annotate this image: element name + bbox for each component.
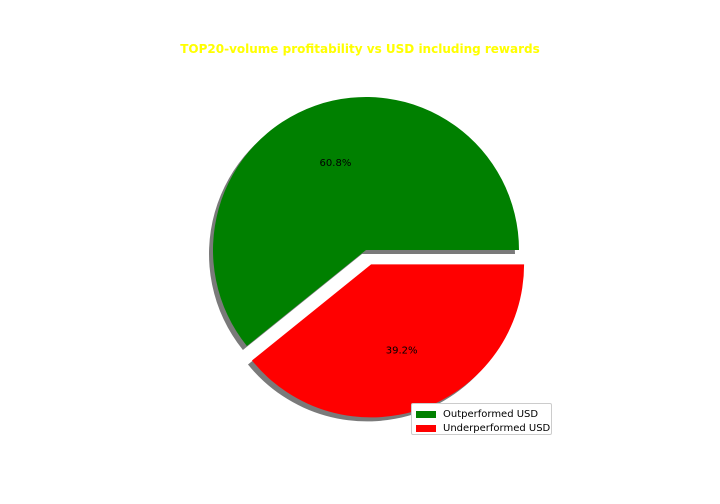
slice-percent-label-underperformed-usd: 39.2% — [386, 345, 418, 356]
legend-item-underperformed: Underperformed USD — [416, 421, 551, 435]
pie-slice-outperformed-usd — [212, 96, 520, 347]
slice-percent-label-outperformed-usd: 60.8% — [320, 158, 352, 169]
legend: Outperformed USD Underperformed USD — [411, 403, 552, 435]
legend-item-outperformed: Outperformed USD — [416, 407, 551, 421]
slice-layer — [212, 96, 525, 418]
label-layer: 60.8% 39.2% — [320, 158, 418, 357]
legend-label-underperformed: Underperformed USD — [443, 422, 551, 434]
pie-slice-underperformed-usd — [251, 264, 525, 418]
legend-swatch-underperformed — [416, 424, 436, 432]
legend-swatch-outperformed — [416, 410, 436, 418]
legend-label-outperformed: Outperformed USD — [443, 408, 539, 420]
chart-title: TOP20-volume profitability vs USD includ… — [180, 42, 540, 56]
